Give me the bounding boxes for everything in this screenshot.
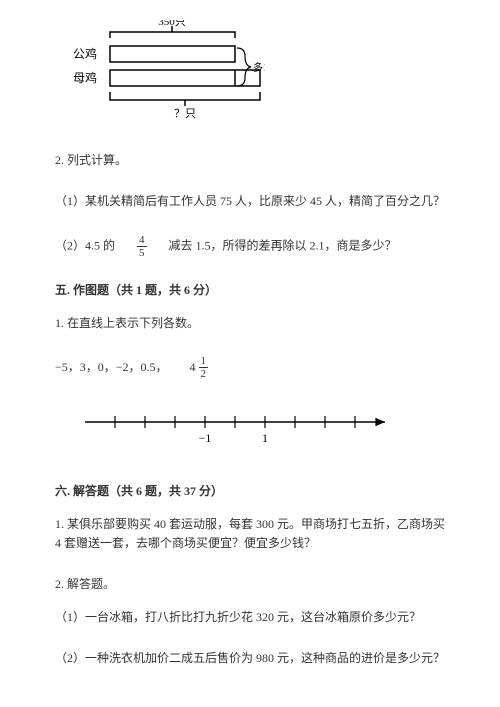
- mixed-den: 2: [199, 368, 209, 380]
- q2-sub2-text-a: （2）4.5 的: [55, 238, 115, 252]
- section5-q1: 1. 在直线上表示下列各数。: [55, 314, 445, 333]
- diagram-rooster-hen: 350只 公鸡 母鸡 多10% ？只: [55, 20, 445, 126]
- diagram-right-label: 多10%: [253, 61, 265, 74]
- q2-sub1: （1）某机关精简后有工作人员 75 人，比原来少 45 人，精简了百分之几？: [55, 192, 445, 211]
- q2-fraction: 4 5: [137, 234, 147, 259]
- mixed-whole: 4: [190, 358, 196, 377]
- number-line-svg: −1 1: [55, 402, 415, 447]
- svg-text:−1: −1: [199, 431, 212, 445]
- diagram-bottom-label: ？只: [174, 108, 196, 120]
- section6-q2-sub2: （2）一种洗衣机加价二成五后售价为 980 元，这种商品的进价是多少元？: [55, 649, 445, 668]
- diagram-svg: 350只 公鸡 母鸡 多10% ？只: [55, 20, 265, 120]
- section6-head: 六. 解答题（共 6 题，共 37 分）: [55, 482, 445, 501]
- section6-q1: 1. 某俱乐部要购买 40 套运动服，每套 300 元。甲商场打七五折，乙商场买…: [55, 515, 445, 553]
- q2-frac-den: 5: [137, 247, 147, 259]
- section5-head: 五. 作图题（共 1 题，共 6 分）: [55, 281, 445, 300]
- diagram-top-label: 350只: [158, 20, 186, 28]
- diagram-label-rooster: 公鸡: [73, 46, 97, 61]
- section6-q2-sub1: （1）一台冰箱，打八折比打九折少花 320 元，这台冰箱原价多少元？: [55, 608, 445, 627]
- section5-numbers-a: −5，3，0，−2，0.5，: [55, 360, 168, 374]
- section6-q2-title: 2. 解答题。: [55, 575, 445, 594]
- svg-text:1: 1: [262, 431, 268, 445]
- q2-sub2-text-b: 减去 1.5，所得的差再除以 2.1，商是多少？: [169, 238, 397, 252]
- q2-sub2: （2）4.5 的 4 5 减去 1.5，所得的差再除以 2.1，商是多少？: [55, 234, 445, 259]
- number-line: −1 1: [55, 402, 445, 453]
- diagram-label-hen: 母鸡: [73, 70, 97, 85]
- section5-mixed-number: 4 1 2: [190, 355, 211, 380]
- q2-frac-num: 4: [137, 234, 147, 247]
- q2-title: 2. 列式计算。: [55, 151, 445, 170]
- section5-numbers: −5，3，0，−2，0.5， 4 1 2: [55, 355, 445, 380]
- mixed-num: 1: [199, 355, 209, 368]
